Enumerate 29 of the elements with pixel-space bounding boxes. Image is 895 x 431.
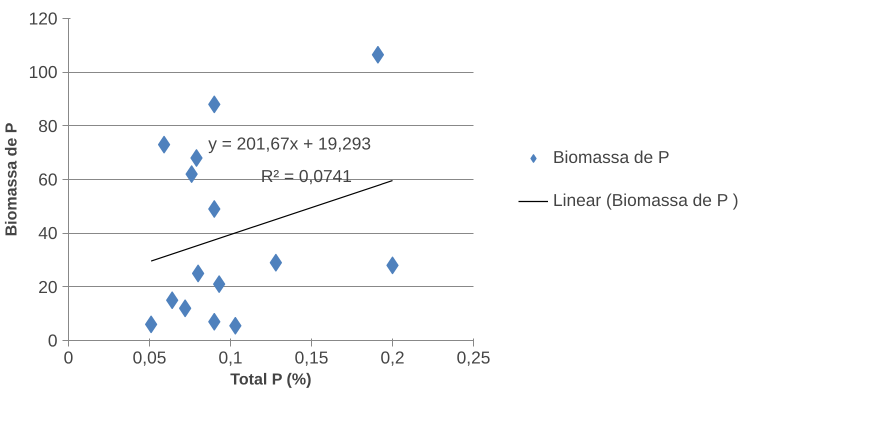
point — [386, 256, 399, 274]
point — [185, 165, 198, 184]
x-tick-label: 0,25 — [456, 348, 490, 368]
y-axis-title: Biomassa de P — [4, 122, 21, 236]
point — [144, 315, 158, 334]
x-tick-label: 0,05 — [132, 348, 166, 368]
legend-label: Biomassa de P — [553, 147, 670, 168]
x-tick-label: 0,1 — [218, 348, 243, 368]
y-tick-label: 80 — [38, 116, 58, 136]
point — [229, 316, 242, 335]
x-tick-label: 0,15 — [294, 348, 328, 368]
point — [190, 149, 203, 168]
legend-label: Linear (Biomassa de P ) — [553, 190, 739, 211]
y-tick-label: 60 — [38, 170, 58, 190]
y-tick-label: 20 — [38, 276, 58, 297]
y-tick-label: 40 — [38, 223, 58, 244]
point — [178, 299, 192, 318]
point — [270, 254, 282, 272]
annotation: y = 201,67x + 19,293 — [208, 134, 372, 154]
point — [372, 46, 384, 64]
x-tick-label: 0,2 — [380, 348, 405, 368]
point — [192, 264, 204, 282]
x-tick-label: 0 — [64, 348, 74, 368]
y-tick-label: 120 — [28, 8, 58, 28]
point — [212, 275, 226, 294]
y-tick-label: 100 — [28, 62, 58, 82]
y-tick-label: 0 — [48, 330, 58, 350]
x-axis-title: Total P (%) — [230, 372, 312, 388]
point — [158, 136, 170, 154]
